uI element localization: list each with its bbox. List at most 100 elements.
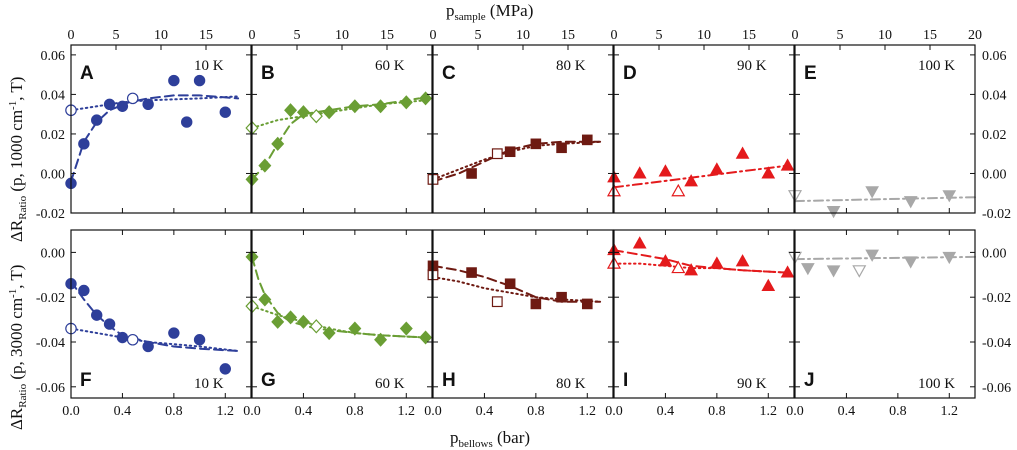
y-tick-label-right: -0.02	[982, 291, 1011, 306]
open-point	[126, 92, 139, 105]
x-tick-label-bottom: 0.4	[838, 404, 856, 419]
data-point	[116, 100, 129, 112]
panel-frame	[794, 229, 976, 399]
open-point	[852, 265, 867, 278]
panel-c	[427, 134, 602, 185]
y-tick-label-left: 0.04	[41, 88, 66, 103]
open-point	[309, 108, 323, 124]
y-tick-label-left: 0.06	[41, 49, 66, 64]
x-tick-label-bottom: 0.8	[165, 404, 183, 419]
x-tick-label-bottom: 0.4	[295, 404, 313, 419]
data-point	[780, 265, 795, 278]
data-point	[632, 236, 647, 249]
x-tick-label-bottom: 0.8	[708, 404, 726, 419]
panel-j	[787, 249, 976, 278]
data-point	[581, 134, 593, 146]
axes-layer: A 10 K B 60 K C 80 K D 90 K E 100 K F 10 K G 60 K H 80 …	[36, 28, 1011, 419]
x-tick-label-top: 0	[249, 28, 256, 43]
panel-letter: J	[804, 370, 815, 391]
fit-dashdot-e	[794, 196, 976, 203]
x-tick-label-bottom: 0.0	[424, 404, 442, 419]
data-point	[168, 74, 180, 87]
data-point	[684, 174, 698, 187]
data-point	[466, 267, 477, 278]
panel-letter: C	[442, 63, 456, 84]
data-point	[632, 166, 647, 179]
data-point	[348, 321, 362, 336]
panel-temperature: 90 K	[737, 58, 767, 74]
x-tick-label-top: 5	[294, 28, 301, 43]
data-point	[903, 196, 918, 209]
data-point	[103, 318, 116, 330]
data-point	[865, 249, 879, 262]
panel-frame	[70, 229, 252, 399]
data-point	[903, 256, 918, 269]
x-tick-label-top: 0	[611, 28, 618, 43]
x-tick-label-bottom: 1.2	[941, 404, 959, 419]
fit-dotted-b	[251, 99, 427, 129]
y-tick-label-right: -0.02	[982, 207, 1011, 222]
panel-g	[245, 249, 433, 347]
data-point	[658, 164, 673, 177]
panel-temperature: 10 K	[194, 376, 224, 392]
panel-frame	[613, 44, 795, 214]
panel-frame	[70, 44, 252, 214]
x-tick-label-top: 15	[561, 28, 575, 43]
panel-letter: D	[623, 63, 637, 84]
data-point	[684, 263, 698, 276]
panel-temperature: 60 K	[375, 376, 405, 392]
y-tick-label-left: -0.04	[36, 336, 65, 351]
open-point	[671, 183, 686, 197]
data-point	[530, 138, 542, 150]
panel-frame	[613, 229, 795, 399]
x-tick-label-bottom: 0.8	[346, 404, 364, 419]
panels-layer	[65, 74, 976, 375]
data-point	[658, 254, 673, 267]
x-tick-label-top: 10	[154, 28, 168, 43]
data-point	[826, 206, 841, 219]
panel-frame	[251, 229, 433, 399]
top-row-ylabel: ΔRRatio (p, 1000 cm-1, T)	[7, 77, 29, 242]
data-point	[142, 98, 154, 110]
panel-letter: A	[80, 63, 94, 84]
x-tick-label-bottom: 1.2	[760, 404, 778, 419]
panel-temperature: 80 K	[556, 376, 586, 392]
data-point	[258, 158, 272, 173]
data-point	[556, 142, 567, 154]
panel-letter: G	[261, 370, 276, 391]
y-tick-label-right: 0.02	[982, 128, 1007, 143]
x-tick-label-bottom: 0.4	[657, 404, 675, 419]
data-point	[142, 340, 154, 353]
y-tick-label-right: 0.00	[982, 246, 1007, 261]
data-point	[735, 146, 750, 159]
panel-a	[65, 74, 240, 190]
y-tick-label-left: -0.02	[36, 207, 65, 222]
y-tick-label-left: 0.00	[41, 246, 66, 261]
open-point	[309, 319, 323, 334]
x-tick-label-bottom: 0.8	[527, 404, 545, 419]
data-point	[91, 309, 103, 321]
x-tick-label-top: 15	[380, 28, 394, 43]
fit-dashed-h	[432, 264, 602, 303]
bottom-row-ylabel: ΔRRatio (p, 3000 cm-1, T)	[7, 265, 29, 430]
y-tick-label-right: 0.06	[982, 49, 1007, 64]
data-point	[942, 190, 957, 203]
data-point	[296, 314, 310, 329]
fit-dashdot-j	[794, 255, 976, 261]
panel-frame	[432, 44, 614, 214]
x-tick-label-top: 10	[697, 28, 711, 43]
x-tick-label-top: 0	[68, 28, 75, 43]
open-point	[491, 296, 503, 308]
panel-frame	[251, 44, 433, 214]
data-point	[271, 136, 285, 151]
data-point	[710, 162, 724, 175]
x-tick-label-bottom: 0.4	[114, 404, 132, 419]
fit-dashed-i	[613, 249, 789, 274]
y-tick-label-right: -0.04	[982, 336, 1011, 351]
fit-dashdot-d	[613, 164, 789, 189]
top-axis-title: psample (MPa)	[446, 1, 533, 23]
panel-temperature: 100 K	[918, 58, 955, 74]
data-point	[193, 334, 206, 346]
x-tick-label-bottom: 0.0	[605, 404, 623, 419]
bottom-axis-title: pbellows (bar)	[450, 428, 530, 450]
